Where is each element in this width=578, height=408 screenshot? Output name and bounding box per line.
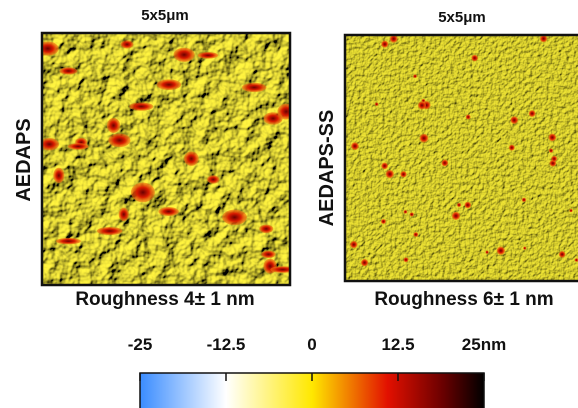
feature	[548, 134, 556, 142]
feature	[68, 143, 89, 150]
feature	[452, 212, 460, 220]
feature	[261, 251, 275, 258]
feature	[551, 156, 557, 162]
feature	[59, 67, 77, 74]
scale-label: 5x5μm	[438, 9, 486, 26]
feature	[119, 208, 129, 221]
feature	[158, 207, 178, 216]
tick-label: 12.5	[381, 335, 414, 354]
feature	[53, 168, 64, 183]
feature	[242, 83, 266, 92]
feature	[497, 247, 505, 255]
panel-1: 5x5μm AEDAPS Roughness 4± 1 nm	[13, 7, 295, 310]
afm-image	[43, 34, 289, 284]
feature	[270, 266, 295, 273]
feature	[263, 112, 282, 124]
scale-label: 5x5μm	[141, 7, 189, 24]
feature	[413, 74, 417, 78]
feature	[441, 159, 448, 166]
feature	[198, 52, 219, 59]
roughness: Roughness 4± 1 nm	[75, 289, 254, 310]
feature	[108, 133, 130, 147]
feature	[523, 247, 526, 250]
feature	[510, 116, 518, 124]
feature	[529, 110, 536, 117]
feature	[361, 259, 368, 266]
feature	[351, 142, 359, 150]
feature	[157, 79, 181, 90]
feature	[386, 170, 394, 178]
feature	[381, 219, 386, 224]
feature	[259, 224, 273, 233]
feature	[466, 115, 471, 120]
feature	[131, 182, 155, 202]
feature	[375, 102, 379, 106]
feature	[107, 118, 120, 133]
roughness: Roughness 6± 1 nm	[374, 289, 553, 310]
feature	[457, 203, 461, 207]
feature	[97, 227, 123, 235]
afm-image	[346, 36, 578, 280]
feature	[129, 102, 153, 110]
feature	[419, 134, 428, 143]
feature	[174, 48, 195, 62]
sample-label: AEDAPS-SS	[316, 110, 338, 227]
feature	[400, 171, 406, 177]
tick-label: 0	[307, 335, 316, 354]
feature	[121, 40, 134, 48]
feature	[485, 251, 488, 254]
feature	[184, 152, 199, 166]
tick-label: -25	[128, 335, 153, 354]
feature	[418, 101, 426, 109]
colorbar: -25 -12.5 0 12.5 25nm	[128, 335, 507, 408]
figure: 5x5μm AEDAPS Roughness 4± 1 nm 5x5μm AED…	[0, 0, 578, 408]
feature	[381, 41, 388, 48]
feature	[522, 198, 526, 202]
feature	[549, 148, 553, 152]
feature	[404, 257, 409, 262]
tick-label: 25nm	[462, 335, 506, 354]
feature	[207, 175, 219, 183]
feature	[569, 209, 572, 212]
feature	[37, 41, 59, 55]
feature	[413, 232, 418, 237]
feature	[471, 55, 478, 62]
tick-label: -12.5	[207, 335, 246, 354]
panel-2: 5x5μm AEDAPS-SS Roughness 6± 1 nm	[316, 9, 578, 310]
feature	[559, 251, 566, 258]
feature	[404, 210, 408, 214]
feature	[56, 238, 81, 245]
feature	[381, 162, 388, 169]
feature	[222, 210, 247, 225]
feature	[410, 212, 414, 216]
feature	[350, 241, 357, 248]
feature	[464, 202, 471, 209]
feature	[509, 145, 515, 151]
sample-label: AEDAPS	[13, 118, 35, 201]
